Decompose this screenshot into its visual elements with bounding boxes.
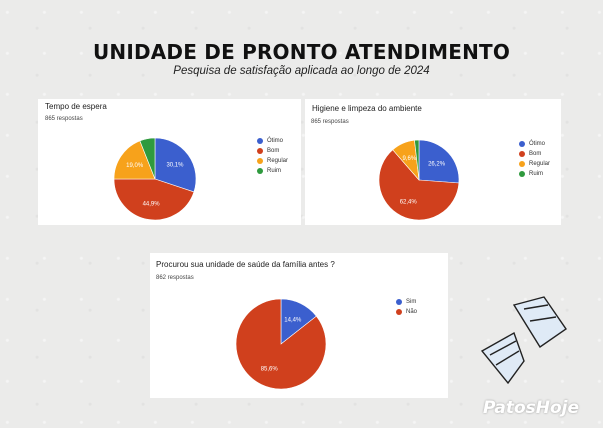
legend-label: Não [406, 309, 418, 315]
legend-label: Ótimo [267, 138, 284, 144]
legend-label: Regular [529, 161, 551, 167]
watermark-logo: PatosHoje [483, 398, 580, 418]
slice-data-label: 62,4% [400, 199, 418, 205]
legend-item: Ótimo [257, 136, 288, 146]
swim-fins-illustration [480, 296, 567, 385]
slice-data-label: 44,9% [143, 201, 161, 207]
legend-swatch [257, 168, 263, 174]
slice-data-label: 9,6% [402, 156, 416, 162]
chart-response-count: 865 respostas [311, 119, 349, 125]
legend-label: Ruim [267, 168, 282, 174]
pie-slice-otimo [418, 139, 460, 184]
chart-title: Tempo de espera [45, 102, 107, 111]
legend-swatch [396, 309, 402, 315]
legend-item: Ruim [257, 166, 288, 176]
legend-swatch [519, 151, 525, 157]
legend-label: Bom [529, 151, 542, 157]
slice-data-label: 30,1% [166, 163, 184, 169]
legend-label: Bom [267, 148, 280, 154]
slice-data-label: 26,2% [428, 162, 446, 168]
pie-slice-ruim [414, 139, 420, 181]
pie-chart-higiene-e-limpeza: 26,2% 62,4% 9,6% [378, 139, 460, 221]
slice-data-label: 19,0% [126, 163, 144, 169]
legend-swatch [257, 158, 263, 164]
pie-slice-ruim [139, 137, 156, 180]
legend-label: Ruim [529, 171, 544, 177]
pie-slice-bom [113, 178, 195, 221]
pie-slice-regular [113, 140, 156, 180]
legend-label: Ótimo [529, 141, 546, 147]
chart-title: Higiene e limpeza do ambiente [312, 104, 422, 113]
page-title: UNIDADE DE PRONTO ATENDIMENTO [92, 40, 511, 64]
chart-card-procurou-unidade: Procurou sua unidade de saúde da família… [150, 253, 448, 398]
legend-item: Não [396, 307, 417, 317]
legend-label: Sim [406, 299, 417, 305]
slice-data-label: 85,6% [261, 366, 279, 372]
chart-legend: Ótimo Bom Regular Ruim [519, 139, 550, 179]
legend-swatch [257, 138, 263, 144]
legend-item: Bom [519, 149, 550, 159]
legend-label: Regular [267, 158, 289, 164]
chart-title: Procurou sua unidade de saúde da família… [156, 260, 335, 269]
pie-slice-otimo [154, 137, 197, 193]
pie-chart-tempo-de-espera: 30,1% 44,9% 19,0% [113, 137, 197, 221]
legend-item: Regular [519, 159, 550, 169]
legend-swatch [519, 141, 525, 147]
chart-response-count: 865 respostas [45, 116, 83, 122]
chart-legend: Ótimo Bom Regular Ruim [257, 136, 288, 176]
chart-response-count: 862 respostas [156, 275, 194, 281]
chart-card-tempo-de-espera: Tempo de espera 865 respostas 30,1% 44,9%… [38, 99, 301, 225]
legend-item: Ruim [519, 169, 550, 179]
legend-swatch [519, 161, 525, 167]
page-subtitle: Pesquisa de satisfação aplicada ao longo… [173, 65, 430, 77]
legend-swatch [396, 299, 402, 305]
legend-item: Regular [257, 156, 288, 166]
chart-card-higiene-e-limpeza: Higiene e limpeza do ambiente 865 respos… [305, 99, 561, 225]
legend-item: Ótimo [519, 139, 550, 149]
pie-slice-nao [235, 298, 327, 390]
pie-chart-procurou-unidade: 14,4% 85,6% [235, 298, 327, 390]
chart-legend: Sim Não [396, 297, 417, 317]
legend-swatch [257, 148, 263, 154]
legend-item: Sim [396, 297, 417, 307]
legend-swatch [519, 171, 525, 177]
legend-item: Bom [257, 146, 288, 156]
slice-data-label: 14,4% [284, 318, 302, 324]
pie-slice-bom [378, 149, 460, 221]
